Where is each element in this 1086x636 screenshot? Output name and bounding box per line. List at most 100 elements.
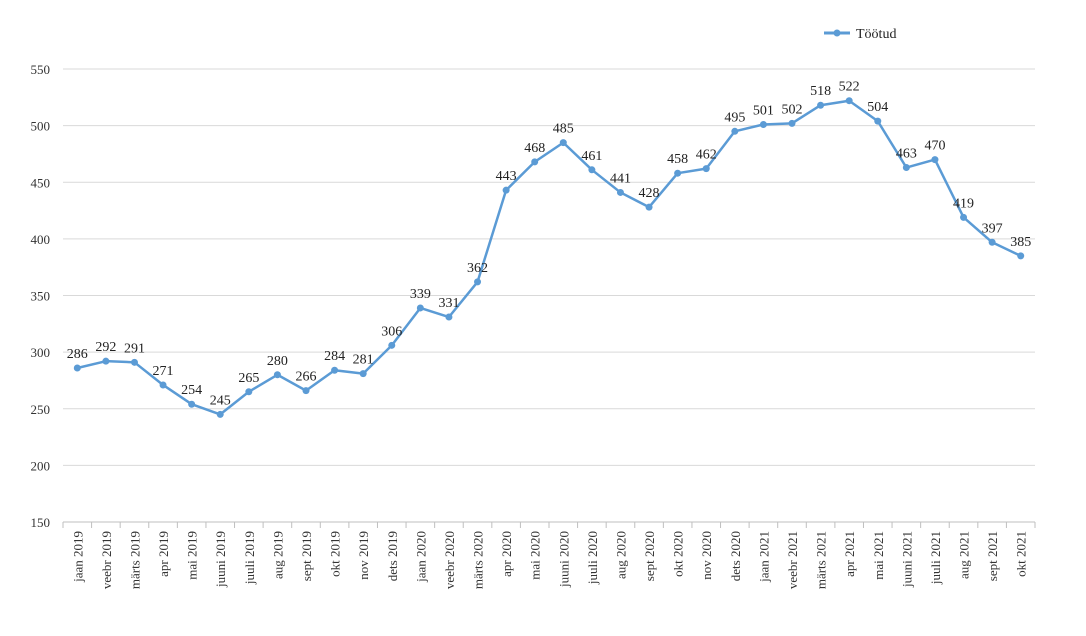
data-point	[702, 165, 710, 173]
x-tick-label: apr 2020	[499, 531, 514, 577]
x-tick-label: mai 2020	[528, 531, 543, 580]
x-tick-label: jaan 2019	[70, 531, 85, 583]
data-label: 291	[124, 341, 145, 356]
x-tick-label: okt 2020	[671, 531, 686, 577]
data-label: 458	[667, 152, 688, 167]
data-label: 463	[896, 147, 917, 162]
data-point	[130, 358, 138, 366]
y-tick-label: 300	[31, 345, 51, 360]
x-tick-label: sept 2021	[985, 531, 1000, 581]
x-tick-label: nov 2019	[356, 531, 371, 580]
data-label: 522	[839, 80, 860, 95]
y-tick-label: 200	[31, 458, 51, 473]
data-point	[874, 117, 882, 125]
data-point	[73, 364, 81, 372]
data-point	[845, 97, 853, 105]
data-label: 461	[581, 149, 602, 164]
data-point	[616, 188, 624, 196]
data-point	[388, 341, 396, 349]
data-point	[1017, 252, 1025, 260]
y-tick-label: 550	[31, 62, 51, 77]
x-tick-label: märts 2019	[127, 531, 142, 589]
data-point	[474, 278, 482, 286]
data-label: 280	[267, 354, 288, 369]
legend: Töötud	[824, 27, 896, 42]
legend-label: Töötud	[856, 27, 896, 42]
data-point	[531, 158, 539, 166]
x-tick-label: juuni 2020	[556, 531, 571, 588]
y-tick-label: 150	[31, 515, 51, 530]
x-tick-label: nov 2020	[699, 531, 714, 580]
data-label: 265	[238, 371, 259, 386]
x-tick-label: märts 2021	[814, 531, 829, 589]
data-point	[502, 186, 510, 194]
data-label: 504	[867, 100, 888, 115]
data-label: 362	[467, 261, 488, 276]
x-tick-label: sept 2020	[642, 531, 657, 581]
x-tick-label: veebr 2020	[442, 531, 457, 589]
x-tick-label: mai 2021	[871, 531, 886, 580]
data-label: 419	[953, 196, 974, 211]
series-line	[77, 99, 1022, 416]
x-tick-label: juuni 2019	[213, 531, 228, 588]
data-point	[731, 127, 739, 135]
data-label: 284	[324, 349, 345, 364]
data-label: 468	[524, 141, 545, 156]
data-point	[817, 101, 825, 109]
y-axis-ticks: 150 200 250 300 350 400 450 500 550	[31, 62, 51, 530]
data-point	[331, 366, 339, 374]
data-label: 485	[553, 122, 574, 137]
data-label: 266	[296, 370, 317, 385]
data-label: 462	[696, 148, 717, 163]
x-tick-label: aug 2020	[613, 531, 628, 579]
data-label: 281	[353, 353, 374, 368]
data-label: 286	[67, 347, 88, 362]
x-tick-label: aug 2019	[270, 531, 285, 579]
data-point	[674, 169, 682, 177]
x-tick-label: dets 2020	[728, 531, 743, 581]
data-point	[188, 400, 196, 408]
data-label: 428	[639, 186, 660, 201]
data-point	[359, 370, 367, 378]
data-point	[759, 120, 767, 128]
x-tick-label: jaan 2020	[413, 531, 428, 583]
x-tick-label: veebr 2021	[785, 531, 800, 589]
data-label: 385	[1010, 235, 1031, 250]
x-tick-label: apr 2019	[156, 531, 171, 577]
data-labels: 286 292 291 271 254 245 265 280 266 284 281 306 339 3…	[67, 80, 1031, 409]
y-tick-label: 350	[31, 289, 51, 304]
data-label: 518	[810, 84, 831, 99]
data-point	[559, 139, 567, 147]
data-point	[416, 304, 424, 312]
data-label: 254	[181, 383, 202, 398]
y-tick-label: 250	[31, 402, 51, 417]
data-point	[588, 166, 596, 174]
y-tick-label: 500	[31, 119, 51, 134]
x-tick-label: juuni 2021	[899, 531, 914, 588]
x-tick-label: juuli 2019	[242, 531, 257, 585]
data-label: 470	[924, 139, 945, 154]
x-tick-label: dets 2019	[385, 531, 400, 581]
data-point	[960, 213, 968, 221]
data-label: 271	[153, 364, 174, 379]
x-tick-label: jaan 2021	[756, 531, 771, 583]
data-point	[245, 388, 253, 396]
legend-point-marker	[833, 29, 841, 37]
data-point	[159, 381, 167, 389]
data-point	[302, 387, 310, 395]
data-point	[931, 156, 939, 164]
x-tick-label: sept 2019	[299, 531, 314, 581]
x-axis: jaan 2019 veebr 2019 märts 2019 apr 2019 mai…	[62, 521, 1036, 589]
data-point	[902, 164, 910, 172]
data-point	[102, 357, 110, 365]
series-toootud	[73, 97, 1025, 418]
data-point	[273, 371, 281, 379]
x-tick-label: apr 2021	[842, 531, 857, 577]
data-label: 441	[610, 171, 631, 186]
data-label: 502	[782, 102, 803, 117]
x-tick-label: märts 2020	[471, 531, 486, 589]
x-tick-label: juuli 2021	[928, 531, 943, 585]
data-label: 331	[438, 296, 459, 311]
x-tick-label: juuli 2020	[585, 531, 600, 585]
